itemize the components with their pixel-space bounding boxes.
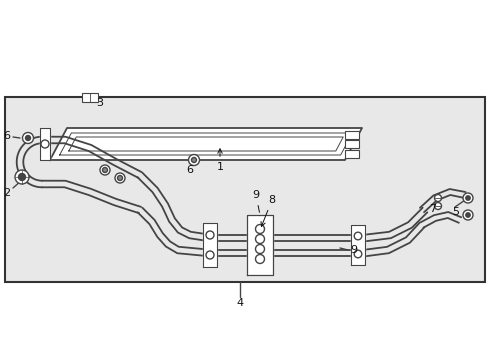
Circle shape	[463, 210, 473, 220]
Polygon shape	[40, 128, 50, 160]
Circle shape	[19, 174, 25, 180]
Text: 6: 6	[3, 131, 10, 141]
Bar	[345, 149, 359, 158]
Circle shape	[25, 135, 30, 140]
Circle shape	[206, 251, 214, 259]
Text: 2: 2	[3, 188, 11, 198]
Circle shape	[435, 194, 441, 202]
Circle shape	[255, 234, 265, 243]
Circle shape	[102, 167, 107, 172]
Circle shape	[23, 132, 33, 144]
Circle shape	[118, 176, 122, 180]
Bar	[82, 93, 98, 102]
Text: 6: 6	[187, 165, 194, 175]
Text: 4: 4	[237, 298, 244, 308]
Circle shape	[463, 193, 473, 203]
Circle shape	[189, 154, 199, 166]
Circle shape	[255, 255, 265, 264]
Bar	[345, 131, 359, 139]
Polygon shape	[351, 225, 365, 265]
Circle shape	[15, 170, 29, 184]
Circle shape	[115, 173, 125, 183]
Circle shape	[354, 250, 362, 258]
Circle shape	[192, 158, 196, 162]
Bar	[345, 139, 359, 148]
Circle shape	[255, 225, 265, 234]
Bar	[5, 97, 485, 282]
Text: 3: 3	[96, 98, 103, 108]
Text: 8: 8	[261, 195, 275, 226]
Text: 5: 5	[452, 207, 459, 217]
Circle shape	[41, 140, 49, 148]
Circle shape	[435, 202, 441, 210]
Circle shape	[206, 231, 214, 239]
Text: 7: 7	[429, 204, 437, 214]
Circle shape	[466, 213, 470, 217]
Polygon shape	[50, 128, 362, 160]
Text: 9: 9	[252, 190, 260, 212]
Circle shape	[100, 165, 110, 175]
Text: 9: 9	[350, 245, 357, 255]
Text: 1: 1	[217, 149, 223, 172]
Polygon shape	[247, 215, 273, 275]
Polygon shape	[203, 223, 217, 267]
Circle shape	[354, 232, 362, 240]
Circle shape	[466, 196, 470, 200]
Circle shape	[255, 244, 265, 253]
